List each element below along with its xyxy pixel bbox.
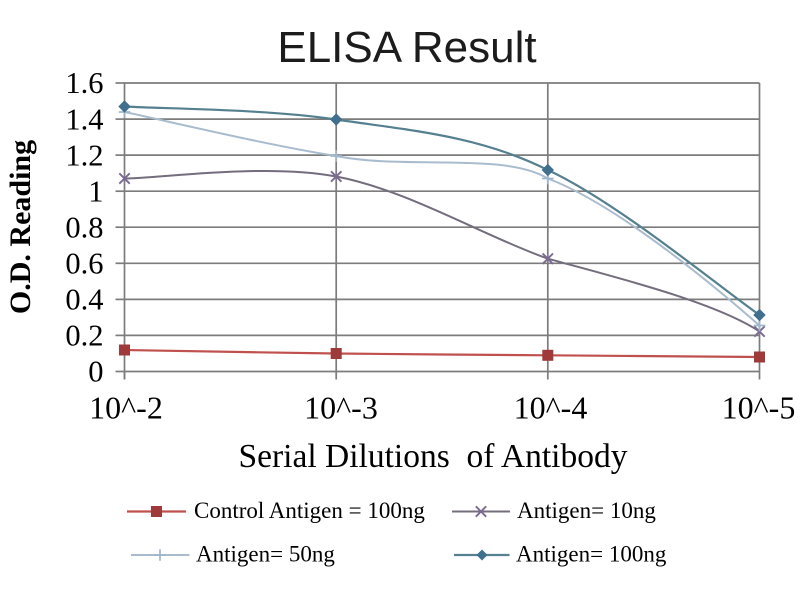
svg-text:0.4: 0.4 [65,283,103,317]
svg-text:ELISA Result: ELISA Result [277,23,536,72]
svg-text:O.D. Reading: O.D. Reading [4,140,37,314]
svg-text:1.2: 1.2 [65,138,103,172]
svg-text:10^-2: 10^-2 [89,390,163,426]
svg-text:10^-4: 10^-4 [514,390,588,426]
svg-text:Control Antigen = 100ng: Control Antigen = 100ng [194,498,425,523]
svg-text:Serial Dilutions of Antibody: Serial Dilutions of Antibody [239,438,628,475]
svg-text:1: 1 [88,174,103,208]
svg-text:1.4: 1.4 [65,102,103,136]
svg-text:1.6: 1.6 [65,66,103,100]
svg-text:10^-5: 10^-5 [722,390,796,426]
svg-text:0: 0 [88,355,103,389]
svg-text:0.8: 0.8 [65,210,103,244]
svg-text:0.6: 0.6 [65,247,103,281]
svg-text:Antigen= 100ng: Antigen= 100ng [516,542,667,567]
svg-text:Antigen= 10ng: Antigen= 10ng [517,498,656,523]
svg-text:0.2: 0.2 [65,319,103,353]
svg-text:Antigen= 50ng: Antigen= 50ng [196,542,335,567]
svg-text:10^-3: 10^-3 [304,390,378,426]
